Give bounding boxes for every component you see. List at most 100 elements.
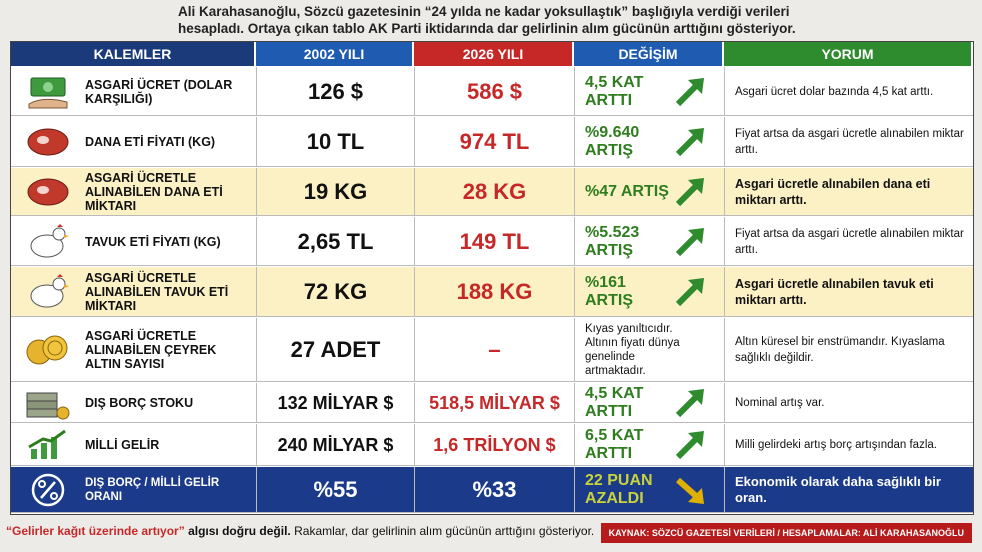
up-arrow bbox=[675, 128, 704, 157]
change-text: %47 ARTIŞ bbox=[585, 183, 669, 200]
icon-cell bbox=[19, 67, 77, 116]
icon-cell bbox=[19, 383, 77, 423]
up-arrow bbox=[675, 227, 704, 256]
value-2026: 28 KG bbox=[414, 168, 574, 216]
column-header: YORUM bbox=[724, 42, 973, 66]
item-label: ASGARİ ÜCRETLE ALINABİLEN TAVUK ETİ MİKT… bbox=[85, 271, 229, 313]
value-2026: 518,5 MİLYAR $ bbox=[414, 383, 574, 423]
change-cell: %161 ARTIŞ bbox=[574, 267, 724, 317]
value-2026: %33 bbox=[414, 467, 574, 513]
intro-text: Ali Karahasanoğlu, Sözcü gazetesinin “24… bbox=[178, 4, 796, 36]
down-arrow bbox=[675, 477, 704, 504]
icon-cell bbox=[19, 318, 77, 382]
row-icon bbox=[30, 274, 69, 308]
table-row bbox=[11, 424, 973, 466]
up-arrow bbox=[675, 431, 704, 460]
item-label: DIŞ BORÇ / MİLLİ GELİR ORANI bbox=[85, 477, 220, 503]
column-header: 2002 YILI bbox=[256, 42, 414, 66]
icon-cell bbox=[19, 424, 77, 466]
row-icon bbox=[26, 392, 70, 420]
change-cell: 4,5 KAT ARTTI bbox=[574, 383, 724, 423]
column-header: 2026 YILI bbox=[414, 42, 574, 66]
comment: Altın küresel bir enstrümandır. Kıyaslam… bbox=[724, 318, 973, 382]
comparison-table: KALEMLER 2002 YILI 2026 YILI DEĞİŞİM YORUM AS… bbox=[10, 41, 974, 515]
comment: Nominal artış var. bbox=[724, 383, 973, 423]
item-label: TAVUK ETİ FİYATI (KG) bbox=[85, 234, 221, 249]
up-arrow bbox=[675, 389, 704, 418]
item-label: ASGARİ ÜCRET (DOLAR KARŞILIĞI) bbox=[85, 77, 233, 106]
change-text: 22 PUAN AZALDI bbox=[585, 472, 653, 507]
footer-note: “Gelirler kağıt üzerinde artıyor” algısı… bbox=[6, 524, 594, 538]
comment: Asgari ücretle alınabilen tavuk eti mikt… bbox=[724, 267, 973, 317]
table-row bbox=[11, 117, 973, 167]
value-2002: 2,65 TL bbox=[256, 217, 414, 266]
change-text: 4,5 KAT ARTTI bbox=[585, 385, 644, 420]
value-2002: 72 KG bbox=[256, 267, 414, 317]
comment: Asgari ücretle alınabilen dana eti mikta… bbox=[724, 168, 973, 216]
row-icon bbox=[27, 178, 69, 206]
table-row bbox=[11, 67, 973, 116]
column-header: DEĞİŞİM bbox=[574, 42, 724, 66]
item-label: MİLLİ GELİR bbox=[85, 438, 160, 452]
up-arrow bbox=[675, 178, 704, 207]
change-cell: Kıyas yanıltıcıdır. Altının fiyatı dünya… bbox=[574, 318, 724, 382]
value-2026: 188 KG bbox=[414, 267, 574, 317]
icon-cell bbox=[19, 267, 77, 317]
change-cell: 6,5 KAT ARTTI bbox=[574, 424, 724, 466]
change-text: %5.523 ARTIŞ bbox=[585, 223, 640, 259]
value-2002: 19 KG bbox=[256, 168, 414, 216]
column-header: KALEMLER bbox=[11, 42, 256, 66]
comment: Ekonomik olarak daha sağlıklı bir oran. bbox=[724, 467, 973, 513]
comment: Milli gelirdeki artış borç artışından fa… bbox=[724, 424, 973, 466]
item-label: ASGARİ ÜCRETLE ALINABİLEN DANA ETİ MİKTA… bbox=[85, 171, 223, 213]
up-arrow bbox=[675, 278, 704, 307]
value-2002: 126 $ bbox=[256, 67, 414, 116]
row-icon bbox=[27, 128, 69, 156]
row-icon bbox=[31, 473, 65, 507]
icon-cell bbox=[19, 168, 77, 216]
item-label: DIŞ BORÇ STOKU bbox=[85, 396, 194, 410]
row-icon bbox=[28, 429, 66, 459]
value-2002: 10 TL bbox=[256, 117, 414, 167]
change-cell: %5.523 ARTIŞ bbox=[574, 217, 724, 266]
table-row bbox=[11, 318, 973, 382]
value-2026: 586 $ bbox=[414, 67, 574, 116]
change-text: %161 ARTIŞ bbox=[585, 274, 633, 309]
row-icon bbox=[28, 77, 68, 108]
icon-cell bbox=[19, 117, 77, 167]
change-cell: 4,5 KAT ARTTI bbox=[574, 67, 724, 116]
item-label: ASGARİ ÜCRETLE ALINABİLEN ÇEYREK ALTIN S… bbox=[85, 329, 217, 371]
change-text: 6,5 KAT ARTTI bbox=[585, 427, 644, 462]
item-label: DANA ETİ FİYATI (KG) bbox=[85, 135, 216, 149]
table-row bbox=[11, 267, 973, 317]
icon-cell bbox=[19, 217, 77, 266]
row-icon bbox=[26, 335, 68, 365]
change-cell: %9.640 ARTIŞ bbox=[574, 117, 724, 167]
table-row bbox=[11, 168, 973, 216]
change-cell: %47 ARTIŞ bbox=[574, 168, 724, 216]
footer-text: Rakamlar, dar gelirlinin alım gücünün ar… bbox=[294, 524, 595, 538]
comment: Fiyat artsa da asgari ücretle alınabilen… bbox=[724, 217, 973, 266]
change-cell: 22 PUAN AZALDI bbox=[574, 467, 724, 513]
value-2026: 149 TL bbox=[414, 217, 574, 266]
value-2026: 1,6 TRİLYON $ bbox=[414, 424, 574, 466]
value-2002: 240 MİLYAR $ bbox=[256, 424, 414, 466]
comment: Asgari ücret dolar bazında 4,5 kat arttı… bbox=[724, 67, 973, 116]
table-row bbox=[11, 383, 973, 423]
change-text: %9.640 ARTIŞ bbox=[585, 124, 640, 159]
value-2002: %55 bbox=[256, 467, 414, 513]
change-text: 4,5 KAT ARTTI bbox=[585, 73, 644, 109]
icon-cell bbox=[19, 467, 77, 513]
source-box: KAYNAK: SÖZCÜ GAZETESİ VERİLERİ / HESAPL… bbox=[600, 523, 972, 543]
footer-quote: “Gelirler kağıt üzerinde artıyor” bbox=[6, 524, 185, 538]
value-2002: 27 ADET bbox=[256, 318, 414, 382]
footer-emphasis: algısı doğru değil. bbox=[188, 524, 291, 538]
value-2026: 974 TL bbox=[414, 117, 574, 167]
value-2002: 132 MİLYAR $ bbox=[256, 383, 414, 423]
table-row bbox=[11, 217, 973, 266]
value-2026: – bbox=[414, 318, 574, 382]
table-row bbox=[11, 467, 973, 513]
row-icon bbox=[30, 223, 69, 257]
change-text: Kıyas yanıltıcıdır. Altının fiyatı dünya… bbox=[585, 323, 680, 377]
